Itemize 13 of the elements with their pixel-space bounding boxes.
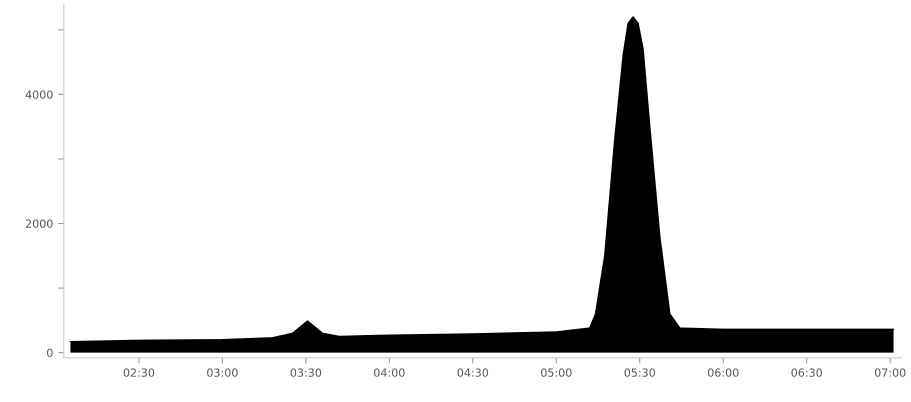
x-tick-label: 05:00 [541, 368, 572, 377]
x-tick-label: 06:30 [791, 368, 822, 377]
x-tick-label: 05:30 [624, 368, 656, 377]
x-tick-label: 02:30 [124, 368, 154, 377]
x-tick-label: 04:30 [458, 368, 488, 377]
y-tick-label: 2000 [26, 219, 53, 228]
x-tick-label: 04:00 [374, 368, 405, 377]
y-tick-label: 4000 [26, 90, 53, 99]
y-tick-label: 0 [47, 348, 53, 357]
x-tick-label: 06:00 [708, 368, 739, 377]
x-tick-label: 07:00 [874, 368, 906, 377]
x-tick-label: 03:00 [207, 368, 238, 377]
x-tick-label: 03:30 [290, 368, 322, 377]
